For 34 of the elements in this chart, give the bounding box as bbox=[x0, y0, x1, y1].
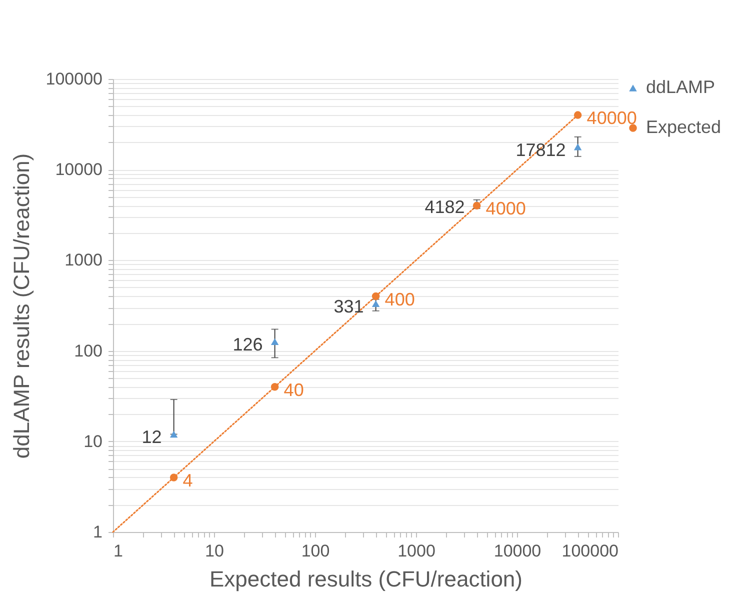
point bbox=[270, 382, 279, 391]
point bbox=[472, 202, 481, 210]
legend-label: Expected bbox=[646, 117, 722, 137]
y-tick-label: 10000 bbox=[55, 160, 102, 180]
y-tick-label: 10 bbox=[84, 432, 102, 451]
data-label: 400 bbox=[384, 289, 415, 310]
x-tick-label: 1 bbox=[114, 542, 123, 560]
x-tick-label: 10 bbox=[205, 542, 224, 560]
data-label: 12 bbox=[142, 427, 162, 448]
x-tick-label: 100000 bbox=[562, 542, 618, 560]
data-label: 40 bbox=[284, 380, 304, 400]
data-label: 4 bbox=[182, 470, 193, 490]
point bbox=[170, 474, 178, 482]
data-label: 40000 bbox=[586, 108, 637, 128]
point bbox=[270, 338, 279, 346]
y-axis-title: ddLAMP results (CFU/reaction) bbox=[8, 153, 34, 459]
x-tick-label: 10000 bbox=[494, 542, 542, 560]
point bbox=[574, 144, 582, 150]
data-label: 331 bbox=[334, 296, 364, 317]
data-label: 4000 bbox=[486, 198, 526, 219]
y-tick-label: 1 bbox=[93, 522, 102, 542]
data-label: 4182 bbox=[424, 196, 465, 217]
point bbox=[372, 300, 380, 308]
point bbox=[372, 292, 380, 300]
data-label: 126 bbox=[232, 334, 263, 355]
x-tick-label: 100 bbox=[301, 542, 330, 560]
y-tick-label: 1000 bbox=[64, 250, 102, 270]
x-axis-title: Expected results (CFU/reaction) bbox=[210, 566, 522, 592]
y-tick-label: 100 bbox=[74, 341, 102, 360]
point bbox=[170, 430, 178, 438]
y-tick-label: 100000 bbox=[46, 70, 102, 88]
point bbox=[574, 111, 582, 119]
x-tick-label: 1000 bbox=[398, 542, 436, 560]
legend-label: ddLAMP bbox=[646, 77, 716, 97]
